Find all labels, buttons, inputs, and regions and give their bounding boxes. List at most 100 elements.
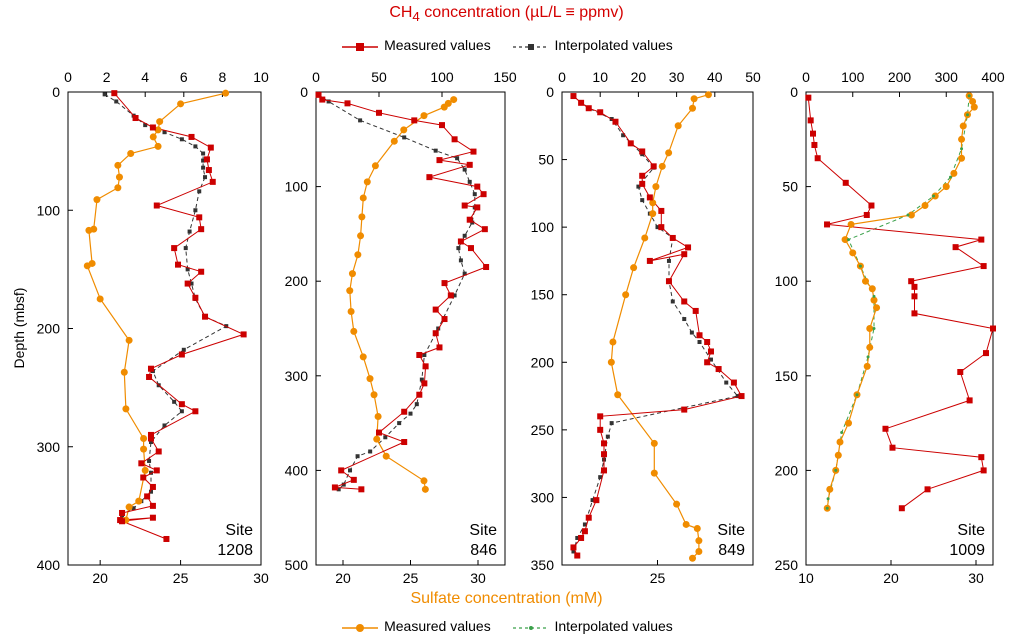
top-tick-label: 150 [493, 69, 517, 85]
methane-measured-point [578, 534, 585, 541]
methane-interpolated-point [162, 130, 167, 135]
sulfate-measured-point [371, 162, 379, 170]
y-tick-label: 150 [775, 368, 799, 384]
methane-measured-point [601, 451, 608, 458]
methane-interpolated-point [640, 198, 645, 203]
methane-measured-point [376, 109, 382, 116]
methane-measured-point [863, 211, 870, 218]
sulfate-interpolated-point [834, 468, 838, 472]
methane-measured-point [147, 435, 154, 442]
methane-measured-point [911, 293, 918, 300]
methane-interpolated-point [148, 470, 153, 475]
methane-measured-point [685, 244, 692, 251]
sulfate-measured-point [93, 196, 101, 204]
methane-interpolated-point [408, 411, 413, 416]
sulfate-measured-point [177, 100, 185, 108]
methane-measured-point [466, 161, 473, 168]
methane-interpolated-point [179, 409, 184, 414]
methane-measured-point [119, 509, 126, 516]
sulfate-measured-line [826, 95, 975, 509]
sulfate-measured-point [115, 173, 123, 181]
methane-measured-point [480, 191, 487, 198]
top-tick-label: 0 [64, 69, 72, 85]
methane-interpolated-point [201, 165, 206, 170]
methane-measured-point [597, 413, 604, 420]
methane-interpolated-point [179, 137, 184, 142]
methane-measured-point [650, 163, 657, 170]
methane-interpolated-point [682, 317, 687, 322]
site-label: Site [717, 522, 745, 539]
methane-interpolated-point [341, 482, 346, 487]
y-tick-label: 100 [531, 219, 555, 235]
methane-measured-point [982, 350, 989, 357]
methane-interpolated-point [655, 225, 660, 230]
top-tick-label: 50 [371, 69, 387, 85]
methane-measured-point [980, 467, 987, 474]
sulfate-interpolated-point [967, 94, 971, 98]
methane-measured-point [240, 331, 247, 338]
methane-measured-point [376, 429, 382, 436]
methane-interpolated-point [172, 399, 177, 404]
methane-measured-point [146, 373, 153, 380]
top-tick-label: 4 [141, 69, 149, 85]
top-tick-label: 50 [745, 69, 761, 85]
methane-measured-point [612, 118, 619, 125]
methane-interpolated-point [143, 123, 148, 128]
sulfate-measured-point [665, 149, 673, 157]
methane-measured-point [315, 91, 322, 98]
legend-top-interp-label: Interpolated values [554, 37, 673, 54]
methane-interpolated-point [419, 377, 424, 382]
bottom-tick-label: 30 [253, 570, 269, 586]
methane-measured-point [111, 90, 118, 97]
methane-measured-point [474, 183, 481, 190]
methane-interpolated-point [368, 449, 373, 454]
bottom-tick-label: 25 [403, 570, 419, 586]
methane-interpolated-point [697, 340, 702, 345]
methane-measured-point [192, 294, 199, 301]
methane-measured-line [572, 95, 743, 556]
methane-interpolated-point [193, 144, 198, 149]
methane-measured-point [911, 310, 918, 317]
sulfate-measured-point [689, 554, 697, 562]
sulfate-interpolated-point [960, 147, 964, 151]
methane-measured-point [681, 406, 688, 413]
sulfate-measured-point [347, 307, 355, 315]
sulfate-measured-point [440, 103, 448, 111]
methane-measured-point [319, 96, 326, 103]
methane-measured-point [811, 141, 818, 148]
sulfate-measured-point [650, 469, 658, 477]
methane-measured-point [147, 431, 154, 438]
sulfate-measured-point [390, 137, 398, 145]
sulfate-measured-point [421, 485, 429, 493]
sulfate-measured-point [826, 485, 834, 493]
sulfate-measured-point [120, 368, 128, 376]
methane-measured-point [138, 460, 145, 467]
y-tick-label: 0 [790, 84, 798, 100]
sulfate-measured-point [658, 162, 666, 170]
sulfate-measured-point [135, 497, 143, 505]
methane-interpolated-point [326, 99, 331, 104]
methane-measured-point [163, 535, 170, 542]
methane-measured-point [646, 194, 653, 201]
methane-interpolated-point [458, 258, 463, 263]
sulfate-interpolated-point [872, 327, 876, 330]
sulfate-measured-point [607, 358, 615, 366]
methane-measured-point [474, 204, 481, 211]
methane-measured-point [202, 313, 209, 320]
methane-interpolated-point [148, 440, 153, 445]
methane-measured-point [203, 156, 210, 163]
methane-measured-point [842, 179, 849, 186]
methane-interpolated-point [402, 135, 407, 140]
methane-measured-point [451, 136, 458, 143]
methane-measured-point [601, 467, 608, 474]
methane-measured-point [730, 379, 737, 386]
bottom-tick-label: 10 [798, 570, 814, 586]
sulfate-measured-point [149, 133, 157, 141]
methane-interpolated-point [193, 208, 198, 213]
methane-measured-point [411, 117, 418, 124]
sulfate-measured-point [609, 338, 617, 346]
sulfate-measured-point [154, 142, 162, 150]
methane-measured-point [704, 339, 711, 346]
methane-interpolated-point [609, 421, 614, 426]
